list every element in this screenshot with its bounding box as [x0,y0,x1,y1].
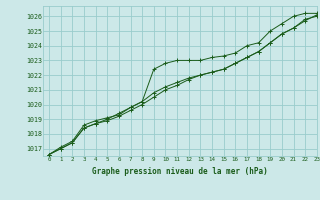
X-axis label: Graphe pression niveau de la mer (hPa): Graphe pression niveau de la mer (hPa) [92,167,268,176]
